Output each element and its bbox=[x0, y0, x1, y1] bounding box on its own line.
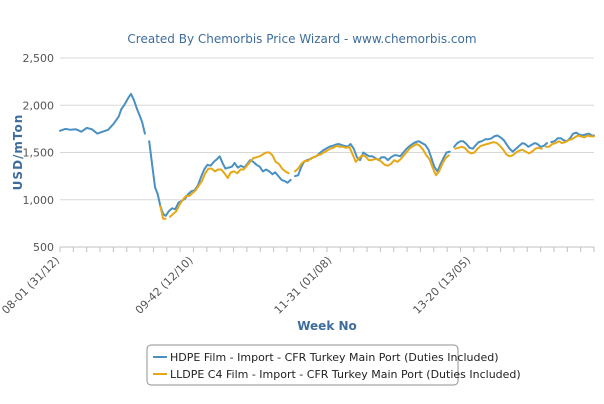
y-tick-label: 1,000 bbox=[23, 194, 55, 207]
y-tick-label: 500 bbox=[33, 241, 54, 254]
x-axis-title: Week No bbox=[297, 319, 357, 333]
legend-label[interactable]: HDPE Film - Import - CFR Turkey Main Por… bbox=[170, 351, 499, 364]
series-lines bbox=[59, 92, 595, 220]
x-tick-label: 09-42 (12/10) bbox=[133, 254, 196, 317]
legend-items: HDPE Film - Import - CFR Turkey Main Por… bbox=[153, 351, 521, 381]
legend-label[interactable]: LLDPE C4 Film - Import - CFR Turkey Main… bbox=[170, 368, 521, 381]
grid-lines bbox=[60, 57, 594, 201]
legend-box bbox=[146, 344, 459, 386]
legend[interactable]: HDPE Film - Import - CFR Turkey Main Por… bbox=[146, 344, 521, 386]
x-tick-label: 11-31 (01/08) bbox=[272, 254, 335, 317]
chart-title: Created By Chemorbis Price Wizard - www.… bbox=[127, 32, 476, 46]
x-tick-label: 08-01 (31/12) bbox=[0, 254, 62, 317]
series-line-lldpe bbox=[159, 134, 595, 220]
x-tick-label: 13-20 (13/05) bbox=[411, 254, 474, 317]
x-axis-ticks: 08-01 (31/12) 09-42 (12/10) 11-31 (01/08) 1… bbox=[0, 247, 595, 317]
y-axis-ticks: 500 1,000 1,500 2,000 2,500 bbox=[23, 52, 55, 254]
y-tick-label: 2,000 bbox=[23, 99, 55, 112]
y-tick-label: 2,500 bbox=[23, 52, 55, 65]
y-axis-title: USD/mTon bbox=[11, 114, 25, 191]
y-tick-label: 1,500 bbox=[23, 147, 55, 160]
series-line-hdpe bbox=[59, 92, 595, 217]
